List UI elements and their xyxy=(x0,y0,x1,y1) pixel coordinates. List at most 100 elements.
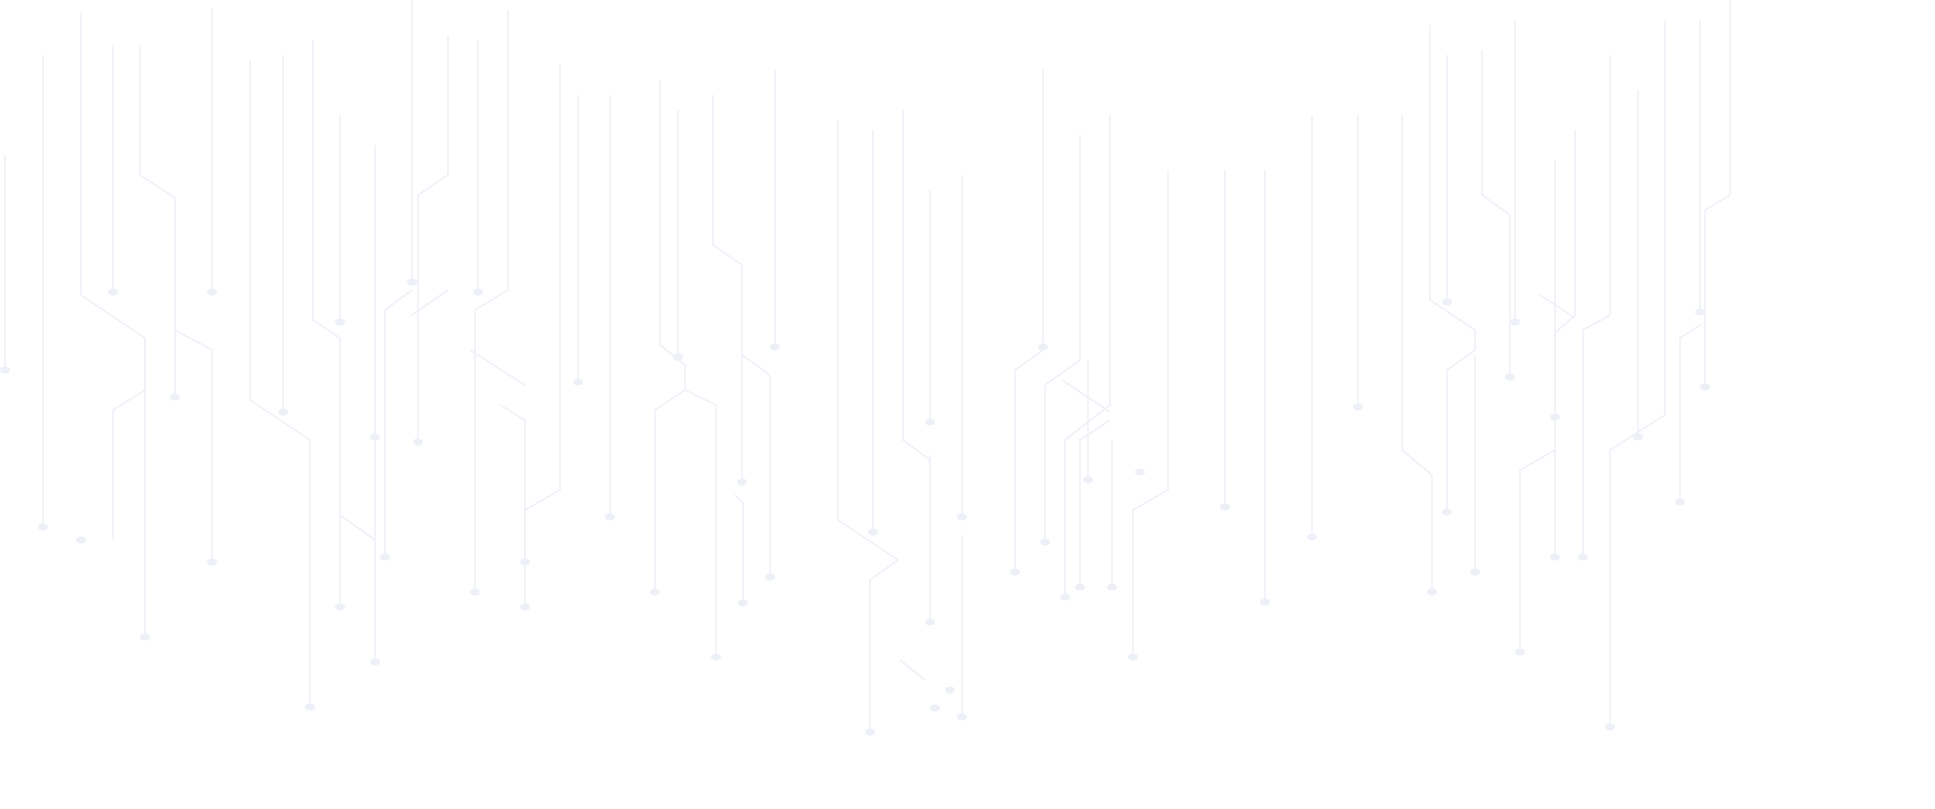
circuit-trace xyxy=(474,10,509,590)
circuit-trace xyxy=(139,45,176,395)
circuit-node-dot xyxy=(650,588,660,596)
circuit-trace xyxy=(659,80,717,655)
circuit-trace xyxy=(1061,379,1111,413)
circuit-node-dot xyxy=(930,704,940,712)
circuit-trace xyxy=(1064,115,1111,595)
circuit-node-dot xyxy=(370,658,380,666)
circuit-trace xyxy=(1554,130,1576,555)
circuit-node-dot xyxy=(925,618,935,626)
circuit-trace xyxy=(712,95,743,480)
circuit-node-dot xyxy=(278,408,288,416)
circuit-node-dot xyxy=(1470,568,1480,576)
circuit-node-dot xyxy=(140,633,150,641)
circuit-node-dot xyxy=(1700,383,1710,391)
circuit-trace xyxy=(312,40,341,605)
circuit-node-dot xyxy=(1633,433,1643,441)
circuit-node-dot xyxy=(1550,413,1560,421)
circuit-node-dot xyxy=(945,686,955,694)
circuit-node-dot xyxy=(520,603,530,611)
circuit-trace xyxy=(1044,135,1081,540)
circuit-trace xyxy=(339,514,376,541)
circuit-node-dot xyxy=(1353,403,1363,411)
circuit-node-dot xyxy=(76,536,86,544)
circuit-node-dot xyxy=(1695,308,1705,316)
circuit-node-dot xyxy=(1075,583,1085,591)
circuit-node-dot xyxy=(711,653,721,661)
circuit-node-dot xyxy=(170,393,180,401)
circuit-node-dot xyxy=(770,343,780,351)
circuit-node-dot xyxy=(380,553,390,561)
circuit-trace xyxy=(1401,115,1433,590)
circuit-node-dot xyxy=(1128,653,1138,661)
circuit-trace xyxy=(837,120,900,730)
circuit-node-dot xyxy=(1510,318,1520,326)
circuit-node-dot xyxy=(1038,343,1048,351)
circuit-trace xyxy=(654,389,686,590)
circuit-trace xyxy=(384,289,413,555)
circuit-node-dot xyxy=(38,523,48,531)
circuit-trace xyxy=(1132,170,1169,655)
circuit-node-dot xyxy=(573,378,583,386)
circuit-node-dot xyxy=(1675,498,1685,506)
circuit-trace xyxy=(899,659,926,681)
circuit-node-dot xyxy=(1578,553,1588,561)
circuit-node-dot xyxy=(1442,298,1452,306)
circuit-trace xyxy=(741,354,771,575)
circuit-trace xyxy=(1481,50,1511,375)
circuit-trace xyxy=(411,289,449,316)
circuit-trace xyxy=(1539,294,1576,319)
circuit-node-dot xyxy=(207,558,217,566)
circuit-node-dot xyxy=(108,288,118,296)
circuit-node-dot xyxy=(605,513,615,521)
circuit-trace xyxy=(734,494,744,600)
circuit-trace xyxy=(249,60,311,705)
circuit-trace xyxy=(1609,20,1666,725)
circuit-node-dot xyxy=(925,418,935,426)
circuit-node-dot xyxy=(0,366,10,374)
circuit-node-dot xyxy=(1220,503,1230,511)
circuit-trace xyxy=(469,349,526,386)
circuit-node-dot xyxy=(738,599,748,607)
circuit-node-dot xyxy=(1107,583,1117,591)
circuit-trace xyxy=(1704,0,1731,385)
circuit-node-dot xyxy=(1605,723,1615,731)
circuit-trace xyxy=(499,404,526,560)
circuit-trace xyxy=(1429,25,1476,510)
circuit-node-dot xyxy=(1083,476,1093,484)
circuit-node-dot xyxy=(1010,568,1020,576)
circuit-node-dot xyxy=(765,573,775,581)
circuit-trace xyxy=(1519,449,1556,650)
circuit-trace xyxy=(174,329,213,560)
circuit-node-dot xyxy=(1550,553,1560,561)
circuit-node-dot xyxy=(335,603,345,611)
circuit-node-dot xyxy=(1427,588,1437,596)
circuit-node-dot xyxy=(1260,598,1270,606)
circuit-trace xyxy=(1679,324,1701,500)
circuit-trace xyxy=(902,110,931,620)
circuit-node-dot xyxy=(520,558,530,566)
circuit-trace xyxy=(417,35,449,440)
circuit-node-dot xyxy=(470,588,480,596)
circuit-trace xyxy=(1582,55,1611,555)
circuit-node-dot xyxy=(1135,468,1145,476)
circuit-node-dot xyxy=(413,438,423,446)
circuit-node-dot xyxy=(1515,648,1525,656)
circuit-node-dot xyxy=(673,353,683,361)
circuit-node-dot xyxy=(737,478,747,486)
circuit-node-dot xyxy=(473,288,483,296)
circuit-trace xyxy=(1014,349,1044,570)
circuit-trace xyxy=(524,65,561,605)
circuit-node-dot xyxy=(957,713,967,721)
circuit-node-dot xyxy=(207,288,217,296)
circuit-node-dot xyxy=(407,278,417,286)
circuit-node-dot xyxy=(957,513,967,521)
circuit-trace xyxy=(1079,419,1111,585)
circuit-node-dot xyxy=(1505,373,1515,381)
circuit-node-dot xyxy=(335,318,345,326)
circuit-node-dot xyxy=(1040,538,1050,546)
circuit-node-dot xyxy=(1442,508,1452,516)
circuit-node-dot xyxy=(1307,533,1317,541)
circuit-node-dot xyxy=(305,703,315,711)
circuit-node-dot xyxy=(370,433,380,441)
